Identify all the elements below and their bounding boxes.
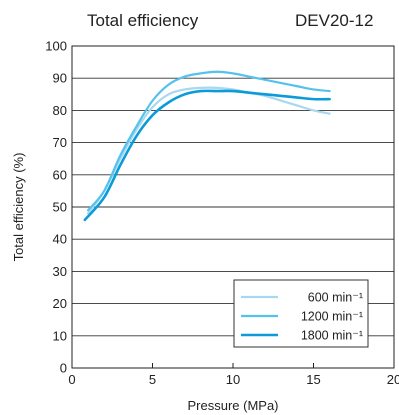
y-tick-label: 0 (60, 361, 67, 376)
x-axis-label: Pressure (MPa) (187, 398, 278, 413)
legend-label: 600 min⁻¹ (308, 291, 363, 305)
series-line-2 (87, 70, 331, 212)
y-tick-label: 70 (53, 135, 67, 150)
y-tick-label: 100 (45, 39, 67, 54)
grid (72, 77, 394, 337)
legend-label: 1800 min⁻¹ (301, 329, 363, 343)
x-tick-label: 10 (226, 372, 240, 387)
legend-label: 1200 min⁻¹ (301, 310, 363, 324)
y-tick-label: 20 (53, 296, 67, 311)
x-tick-label: 5 (149, 372, 156, 387)
series-line-3 (83, 89, 331, 222)
chart-title: Total efficiency (87, 11, 199, 30)
y-tick-label: 80 (53, 103, 67, 118)
y-tick-label: 90 (53, 71, 67, 86)
series-lines (83, 70, 331, 222)
chart-subtitle: DEV20-12 (295, 11, 373, 30)
series-line-1 (87, 86, 331, 215)
y-tick-label: 10 (53, 328, 67, 343)
plot-frame (71, 45, 395, 369)
y-axis-label: Total efficiency (%) (11, 153, 26, 262)
y-axis-ticks: 0 10 20 30 40 50 60 70 80 90 100 (45, 39, 67, 376)
x-tick-label: 0 (68, 372, 75, 387)
legend: 600 min⁻¹ 1200 min⁻¹ 1800 min⁻¹ (233, 279, 369, 348)
x-tick-label: 15 (306, 372, 320, 387)
y-tick-label: 50 (53, 200, 67, 215)
y-tick-label: 60 (53, 167, 67, 182)
x-axis-ticks: 0 5 10 15 20 (68, 363, 399, 387)
y-tick-label: 30 (53, 264, 67, 279)
y-tick-label: 40 (53, 232, 67, 247)
x-tick-label: 20 (387, 372, 399, 387)
